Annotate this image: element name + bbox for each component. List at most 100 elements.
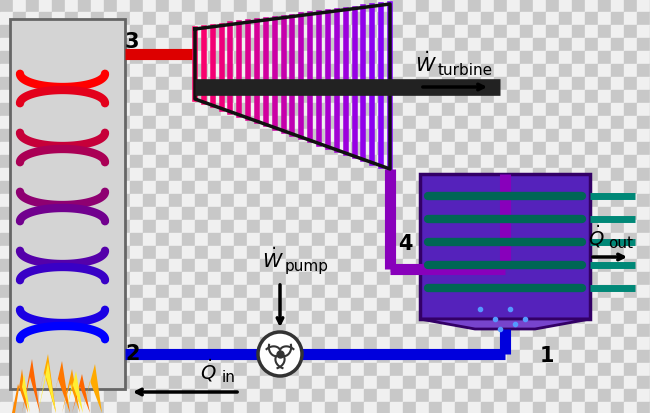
Bar: [273, 389, 286, 402]
Bar: [130, 169, 143, 182]
Bar: [182, 221, 195, 233]
Bar: [65, 221, 78, 233]
Bar: [130, 78, 143, 91]
Bar: [91, 402, 104, 413]
Bar: [468, 104, 481, 117]
Bar: [143, 78, 156, 91]
Bar: [390, 363, 403, 376]
Bar: [572, 0, 585, 13]
Bar: [52, 130, 65, 142]
Bar: [26, 91, 39, 104]
Polygon shape: [22, 359, 40, 413]
Bar: [377, 363, 390, 376]
Bar: [338, 247, 351, 259]
Bar: [52, 117, 65, 130]
Bar: [338, 402, 351, 413]
Bar: [208, 376, 221, 389]
Bar: [559, 78, 572, 91]
Bar: [429, 91, 442, 104]
Bar: [325, 0, 338, 13]
Bar: [65, 104, 78, 117]
Bar: [637, 207, 650, 221]
Bar: [299, 324, 312, 337]
Bar: [78, 324, 91, 337]
Bar: [52, 169, 65, 182]
Bar: [117, 233, 130, 247]
Bar: [104, 195, 117, 207]
Bar: [637, 65, 650, 78]
Bar: [351, 285, 364, 298]
Bar: [468, 259, 481, 272]
Bar: [312, 156, 325, 169]
Bar: [0, 363, 13, 376]
Bar: [546, 78, 559, 91]
Bar: [351, 389, 364, 402]
Bar: [195, 169, 208, 182]
Bar: [221, 402, 234, 413]
Bar: [494, 65, 507, 78]
Bar: [611, 0, 624, 13]
Bar: [195, 52, 208, 65]
Bar: [572, 78, 585, 91]
Bar: [312, 389, 325, 402]
Bar: [117, 221, 130, 233]
Bar: [286, 0, 299, 13]
Bar: [416, 142, 429, 156]
Bar: [559, 142, 572, 156]
Bar: [0, 0, 13, 13]
Bar: [520, 207, 533, 221]
Bar: [533, 65, 546, 78]
Bar: [351, 39, 364, 52]
Bar: [0, 26, 13, 39]
Bar: [0, 142, 13, 156]
Polygon shape: [12, 369, 28, 413]
Bar: [221, 156, 234, 169]
Bar: [299, 78, 312, 91]
Bar: [598, 247, 611, 259]
Bar: [390, 402, 403, 413]
Bar: [377, 182, 390, 195]
Bar: [221, 389, 234, 402]
Bar: [520, 376, 533, 389]
Bar: [260, 65, 273, 78]
Bar: [91, 337, 104, 350]
Bar: [65, 389, 78, 402]
Bar: [481, 272, 494, 285]
Bar: [299, 233, 312, 247]
Bar: [0, 233, 13, 247]
Bar: [299, 117, 312, 130]
Bar: [143, 337, 156, 350]
Bar: [429, 195, 442, 207]
Bar: [572, 402, 585, 413]
Bar: [195, 233, 208, 247]
Bar: [312, 182, 325, 195]
Bar: [104, 130, 117, 142]
Bar: [286, 350, 299, 363]
Bar: [572, 39, 585, 52]
Bar: [247, 324, 260, 337]
Bar: [273, 221, 286, 233]
Bar: [221, 117, 234, 130]
Bar: [455, 65, 468, 78]
Bar: [130, 337, 143, 350]
Bar: [234, 337, 247, 350]
Bar: [234, 78, 247, 91]
Bar: [598, 195, 611, 207]
Bar: [78, 169, 91, 182]
Bar: [442, 182, 455, 195]
Bar: [559, 104, 572, 117]
Bar: [429, 182, 442, 195]
Bar: [598, 402, 611, 413]
Bar: [325, 298, 338, 311]
Bar: [91, 104, 104, 117]
Bar: [26, 324, 39, 337]
Bar: [611, 91, 624, 104]
Bar: [494, 324, 507, 337]
Bar: [117, 298, 130, 311]
Bar: [338, 195, 351, 207]
Bar: [130, 39, 143, 52]
Bar: [26, 65, 39, 78]
Bar: [416, 233, 429, 247]
Bar: [390, 0, 403, 13]
Bar: [273, 91, 286, 104]
